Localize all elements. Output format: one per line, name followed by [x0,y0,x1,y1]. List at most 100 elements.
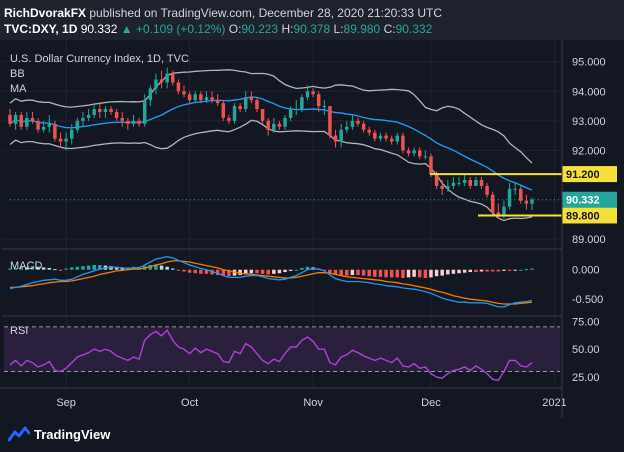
candle[interactable] [333,135,338,142]
candle[interactable] [434,174,439,186]
macd-histogram-bar[interactable] [47,267,52,270]
macd-histogram-bar[interactable] [457,269,461,274]
macd-histogram-bar[interactable] [367,269,371,277]
candle[interactable] [221,103,226,118]
macd-histogram-bar[interactable] [221,269,226,276]
candle[interactable] [249,97,254,101]
candle[interactable] [311,91,315,95]
macd-histogram-bar[interactable] [485,269,489,272]
macd-histogram-bar[interactable] [440,269,444,276]
candle[interactable] [524,200,529,204]
candle[interactable] [126,120,130,124]
macd-histogram-bar[interactable] [345,269,349,276]
candle[interactable] [131,120,136,124]
candle[interactable] [300,97,304,110]
macd-histogram-bar[interactable] [328,269,332,274]
candle[interactable] [215,100,220,104]
candle[interactable] [142,100,147,124]
candle[interactable] [283,117,287,127]
macd-histogram-bar[interactable] [384,269,388,278]
macd-histogram-bar[interactable] [356,269,360,276]
candle[interactable] [468,180,472,186]
macd-histogram-bar[interactable] [182,269,186,272]
macd-histogram-bar[interactable] [389,269,394,278]
candle[interactable] [305,91,310,98]
macd-histogram-bar[interactable] [423,269,428,278]
candle[interactable] [373,132,377,139]
macd-histogram-bar[interactable] [502,269,506,271]
candle[interactable] [378,135,383,139]
macd-histogram-bar[interactable] [53,269,57,271]
macd-histogram-bar[interactable] [462,269,467,273]
macd-histogram-bar[interactable] [294,269,298,271]
macd-pane-title[interactable]: MACD [10,260,42,272]
macd-histogram-bar[interactable] [64,268,68,270]
macd-histogram-bar[interactable] [474,269,478,273]
candle[interactable] [328,106,332,136]
macd-histogram-bar[interactable] [19,266,23,270]
macd-histogram-bar[interactable] [530,268,534,270]
candle[interactable] [294,109,298,111]
candle[interactable] [272,123,276,130]
macd-histogram-bar[interactable] [305,266,310,270]
author-name[interactable]: RichDvorakFX [4,6,87,20]
candle[interactable] [30,117,35,121]
candle[interactable] [182,91,186,95]
macd-histogram-bar[interactable] [513,269,517,271]
macd-histogram-bar[interactable] [199,269,203,274]
candle[interactable] [530,199,534,204]
macd-histogram-bar[interactable] [154,264,158,270]
candle[interactable] [176,82,181,92]
macd-histogram-bar[interactable] [81,266,85,270]
candle[interactable] [86,114,91,118]
candle[interactable] [165,73,169,83]
candle[interactable] [255,100,259,110]
candle[interactable] [70,129,74,139]
macd-histogram-bar[interactable] [429,269,433,278]
indicator-ma-label[interactable]: MA [10,83,27,95]
macd-histogram-bar[interactable] [215,269,220,276]
macd-histogram-bar[interactable] [114,266,119,270]
candle[interactable] [25,117,29,127]
macd-histogram-bar[interactable] [70,267,74,270]
macd-histogram-bar[interactable] [283,269,287,273]
macd-histogram-bar[interactable] [490,269,495,272]
candle[interactable] [171,73,175,83]
macd-histogram-bar[interactable] [171,268,175,270]
macd-histogram-bar[interactable] [451,269,456,274]
candle[interactable] [418,150,422,157]
chart-canvas[interactable]: 91.200 89.800 90.332 95.000 94.000 93.000 92.… [0,40,624,418]
candle[interactable] [8,114,12,124]
macd-histogram-bar[interactable] [176,269,181,271]
candle[interactable] [81,117,85,121]
candle[interactable] [412,150,416,154]
candle[interactable] [496,212,501,216]
candle[interactable] [513,188,517,190]
macd-histogram-bar[interactable] [238,269,242,276]
candle[interactable] [19,114,23,127]
candle[interactable] [277,123,282,127]
candle[interactable] [260,109,265,121]
macd-histogram-bar[interactable] [277,269,282,274]
macd-histogram-bar[interactable] [30,266,35,270]
macd-histogram-bar[interactable] [227,269,231,277]
macd-histogram-bar[interactable] [187,269,192,273]
candle[interactable] [36,120,40,130]
macd-histogram-bar[interactable] [255,269,259,274]
macd-histogram-bar[interactable] [434,269,439,277]
candle[interactable] [479,180,484,186]
candle[interactable] [423,156,428,158]
macd-histogram-bar[interactable] [496,269,501,272]
macd-histogram-bar[interactable] [58,269,63,271]
candle[interactable] [519,188,523,201]
candle[interactable] [288,109,293,118]
candle[interactable] [502,206,506,216]
macd-histogram-bar[interactable] [165,266,169,270]
candle[interactable] [98,109,102,112]
candle[interactable] [53,123,57,139]
candle[interactable] [446,185,450,189]
candle[interactable] [148,88,153,101]
macd-pane[interactable] [8,256,534,308]
macd-histogram-bar[interactable] [507,269,512,271]
candle[interactable] [316,94,321,107]
